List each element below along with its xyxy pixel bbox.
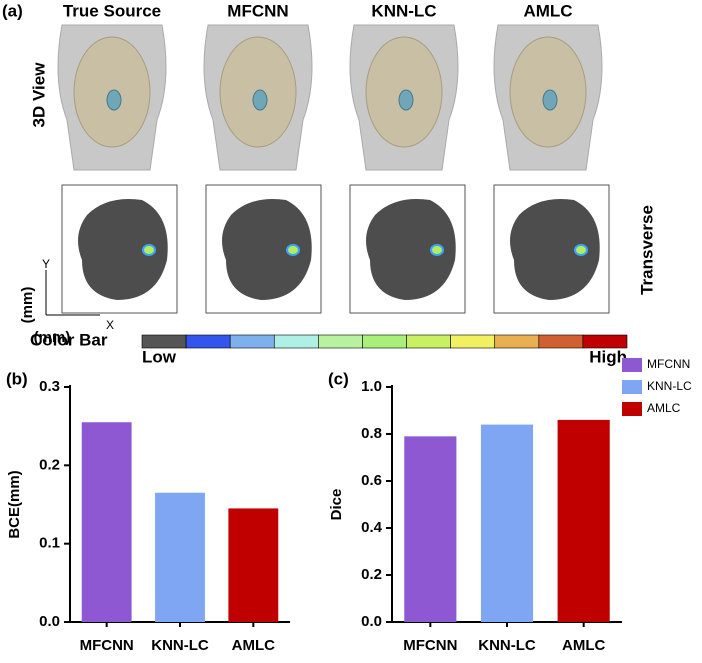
slice-body	[78, 199, 168, 300]
y-tick-label: 0.8	[361, 425, 382, 442]
colorbar-high: High	[589, 347, 627, 366]
slice-body	[366, 199, 456, 300]
row-label: 3D View	[29, 62, 48, 128]
colorbar-cell	[141, 334, 187, 349]
y-axis-label: Dice	[328, 489, 345, 521]
colorbar-cell	[185, 334, 231, 349]
panel-label: (c)	[328, 369, 349, 388]
axis-label: X	[106, 318, 114, 332]
slice-source	[430, 244, 444, 256]
x-tick-label: AMLC	[562, 637, 605, 654]
views	[57, 24, 610, 314]
bar	[228, 508, 279, 622]
y-tick-label: 0.2	[361, 566, 382, 583]
y-tick-label: 0.0	[361, 613, 382, 630]
bar	[81, 422, 132, 622]
legend-label: AMLC	[647, 401, 681, 415]
x-tick-label: MFCNN	[403, 637, 457, 654]
bar	[557, 419, 610, 622]
panel-label: (a)	[2, 1, 23, 20]
source	[542, 89, 558, 111]
source	[398, 89, 414, 111]
x-tick-label: AMLC	[232, 637, 275, 654]
y-tick-label: 0.0	[39, 613, 60, 630]
bar	[404, 436, 457, 622]
column-header: MFCNN	[227, 1, 288, 20]
y-tick-label: 0.3	[39, 378, 60, 395]
legend-label: KNN-LC	[647, 379, 692, 393]
axis-unit: (mm)	[19, 287, 36, 324]
legend-swatch	[622, 380, 642, 394]
panel-label: (b)	[6, 369, 28, 388]
colorbar-cell	[450, 334, 496, 349]
row-label: Transverse	[637, 205, 656, 295]
column-header: True Source	[63, 1, 161, 20]
y-tick-label: 0.6	[361, 472, 382, 489]
axis-icon: Y X (mm) (mm)	[19, 257, 114, 346]
legend-swatch	[622, 402, 642, 416]
x-tick-label: MFCNN	[80, 637, 134, 654]
y-tick-label: 0.2	[39, 456, 60, 473]
bar	[155, 492, 205, 622]
x-tick-label: KNN-LC	[151, 637, 209, 654]
axis-unit: (mm)	[34, 329, 71, 346]
colorbar-cell	[538, 334, 584, 349]
colorbar-cell	[494, 334, 540, 349]
slice-source	[142, 244, 156, 256]
y-axis-label: BCE(mm)	[6, 470, 23, 538]
colorbar-cell	[229, 334, 275, 349]
legend-label: MFCNN	[647, 357, 690, 371]
source	[106, 89, 122, 111]
colorbar-cell	[362, 334, 407, 349]
y-tick-label: 0.4	[361, 519, 383, 536]
colorbar	[141, 334, 628, 349]
column-header: AMLC	[523, 1, 572, 20]
column-header: KNN-LC	[371, 1, 436, 20]
colorbar-cell	[273, 334, 319, 349]
x-tick-label: KNN-LC	[478, 637, 536, 654]
y-tick-label: 1.0	[361, 378, 382, 395]
colorbar-label: Color Bar	[30, 330, 108, 349]
colorbar-cell	[318, 334, 363, 349]
bar	[480, 424, 534, 622]
slice-source	[574, 244, 588, 256]
legend-swatch	[622, 358, 642, 372]
slice-body	[510, 199, 600, 300]
slice-body	[222, 199, 312, 300]
colorbar-cell	[582, 334, 628, 349]
colorbar-cell	[406, 334, 451, 349]
colorbar-low: Low	[142, 347, 177, 366]
source	[252, 89, 268, 111]
slice-source	[286, 244, 300, 256]
axis-label: Y	[42, 257, 50, 271]
y-tick-label: 0.1	[39, 535, 60, 552]
